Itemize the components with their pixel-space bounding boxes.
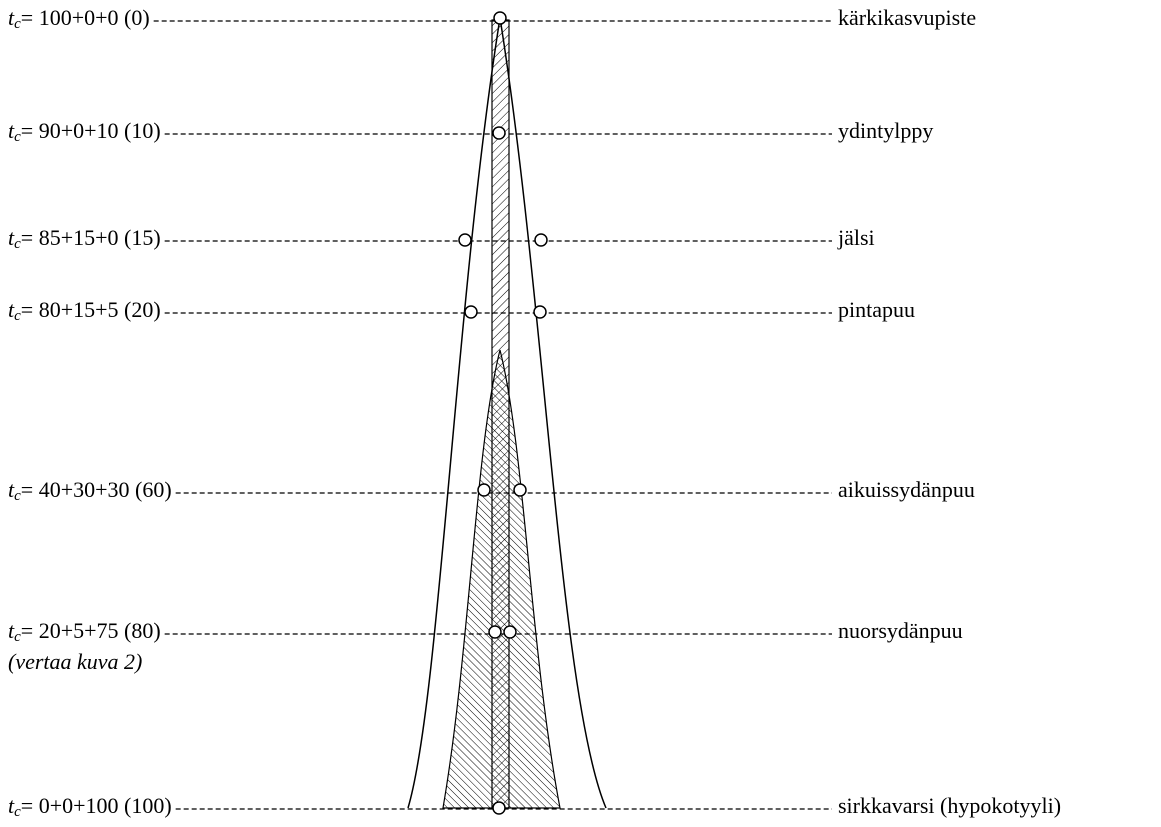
marker (458, 233, 472, 247)
markers (458, 11, 548, 815)
formula: = 100+0+0 (0) (21, 5, 150, 30)
formula: = 85+15+0 (15) (21, 225, 161, 250)
symbol: t (8, 118, 15, 143)
marker (492, 801, 506, 815)
row-formula: tc= 90+0+10 (10) (8, 118, 161, 145)
row-label: ydintylppy (838, 118, 933, 143)
marker (493, 11, 507, 25)
row-label: kärkikasvupiste (838, 5, 976, 30)
row-formula: tc= 40+30+30 (60) (8, 477, 172, 504)
formula: = 40+30+30 (60) (21, 477, 172, 502)
marker (533, 305, 547, 319)
formula: = 0+0+100 (100) (21, 793, 172, 818)
marker (503, 625, 517, 639)
subscript: c (14, 236, 21, 252)
subscript: c (14, 129, 21, 145)
marker (534, 233, 548, 247)
subscript: c (14, 488, 21, 504)
row-label: aikuissydänpuu (838, 477, 975, 502)
subscript: c (14, 629, 21, 645)
symbol: t (8, 793, 15, 818)
row-formula: tc= 20+5+75 (80) (8, 618, 161, 645)
marker (488, 625, 502, 639)
symbol: t (8, 297, 15, 322)
row-label: nuorsydänpuu (838, 618, 963, 643)
subscript: c (14, 16, 21, 32)
subscript: c (14, 804, 21, 820)
formula: = 80+15+5 (20) (21, 297, 161, 322)
row-label: pintapuu (838, 297, 915, 322)
marker (477, 483, 491, 497)
note: (vertaa kuva 2) (8, 649, 142, 674)
row-formula: tc= 100+0+0 (0) (8, 5, 150, 32)
row-label: jälsi (837, 225, 875, 250)
row-label: sirkkavarsi (hypokotyyli) (838, 793, 1061, 818)
row-formula: tc= 85+15+0 (15) (8, 225, 161, 252)
formula: = 90+0+10 (10) (21, 118, 161, 143)
marker (513, 483, 527, 497)
marker (492, 126, 506, 140)
symbol: t (8, 5, 15, 30)
symbol: t (8, 225, 15, 250)
symbol: t (8, 618, 15, 643)
row-formula: tc= 0+0+100 (100) (8, 793, 172, 820)
symbol: t (8, 477, 15, 502)
stem-figure (407, 17, 607, 809)
row-formula: tc= 80+15+5 (20) (8, 297, 161, 324)
subscript: c (14, 308, 21, 324)
marker (464, 305, 478, 319)
formula: = 20+5+75 (80) (21, 618, 161, 643)
